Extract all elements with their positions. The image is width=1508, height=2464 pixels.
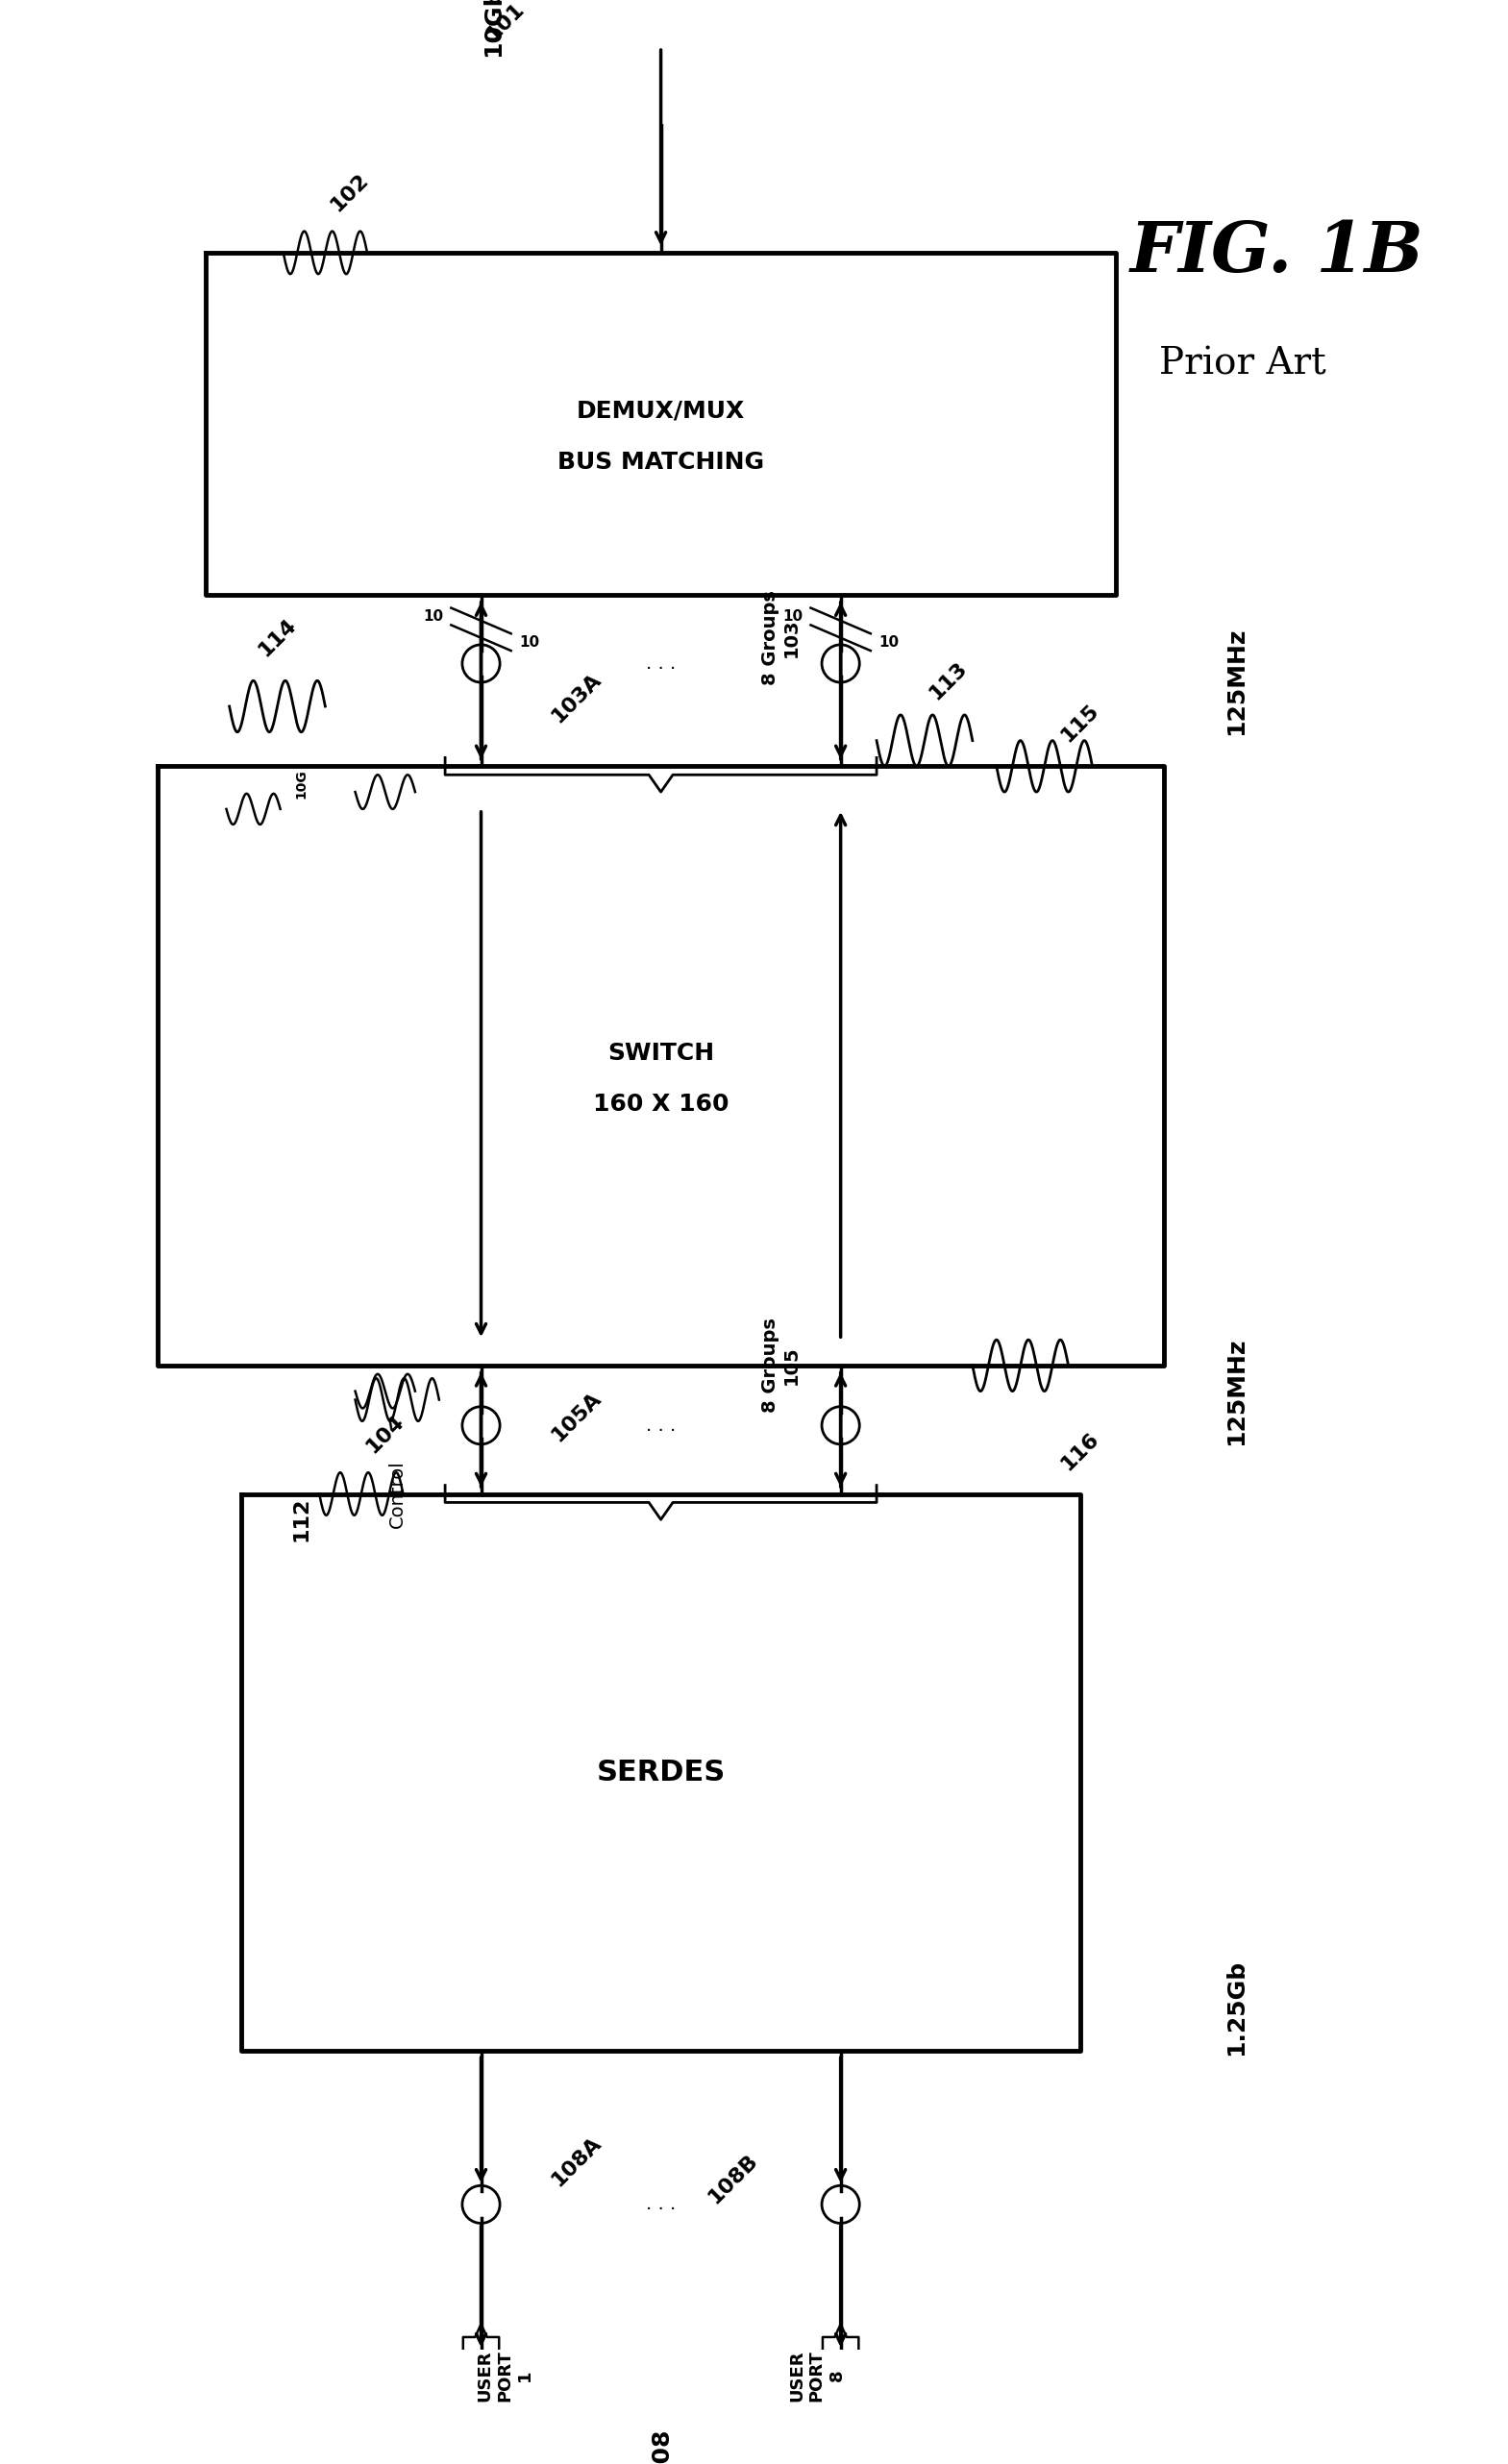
Text: 112: 112 <box>291 1498 311 1542</box>
Text: 8 Groups
105: 8 Groups 105 <box>762 1318 801 1412</box>
Text: FIG. 1B: FIG. 1B <box>1131 219 1424 286</box>
Text: 108B: 108B <box>704 2151 762 2208</box>
Text: 125MHz: 125MHz <box>1224 626 1247 734</box>
Text: Control: Control <box>388 1459 406 1528</box>
Text: DEMUX/MUX: DEMUX/MUX <box>576 399 745 421</box>
Text: 160 X 160: 160 X 160 <box>593 1094 728 1116</box>
Text: 104: 104 <box>362 1412 407 1456</box>
Text: 101: 101 <box>483 0 528 44</box>
Text: USER
PORT
1: USER PORT 1 <box>477 2351 534 2402</box>
Text: 10Gb: 10Gb <box>481 0 505 57</box>
Text: 113: 113 <box>926 658 971 702</box>
Text: 10: 10 <box>422 609 443 623</box>
Text: BUS MATCHING: BUS MATCHING <box>558 451 765 473</box>
Text: 108A: 108A <box>549 2134 605 2190</box>
Text: 103A: 103A <box>549 670 605 727</box>
Text: 116: 116 <box>1057 1429 1102 1473</box>
Text: 105A: 105A <box>549 1387 605 1446</box>
Text: 115: 115 <box>1057 700 1102 747</box>
Text: 8 Groups
103: 8 Groups 103 <box>762 591 801 685</box>
Text: 10: 10 <box>783 609 802 623</box>
Text: . . .: . . . <box>645 655 676 673</box>
Text: Prior Art: Prior Art <box>1160 345 1327 382</box>
Text: USER
PORT
8: USER PORT 8 <box>789 2351 846 2402</box>
Text: 10: 10 <box>879 636 899 650</box>
Text: 125MHz: 125MHz <box>1224 1338 1247 1446</box>
Text: . . .: . . . <box>645 1417 676 1434</box>
Text: . . .: . . . <box>645 2195 676 2213</box>
Text: 10: 10 <box>519 636 540 650</box>
Text: 114: 114 <box>255 616 300 660</box>
Text: SWITCH: SWITCH <box>608 1042 715 1064</box>
Text: 10G: 10G <box>294 769 308 798</box>
Text: 1.25Gb: 1.25Gb <box>1224 1959 1247 2055</box>
Text: SERDES: SERDES <box>596 1759 725 1786</box>
Text: 102: 102 <box>327 170 372 214</box>
Text: 108: 108 <box>650 2427 673 2464</box>
